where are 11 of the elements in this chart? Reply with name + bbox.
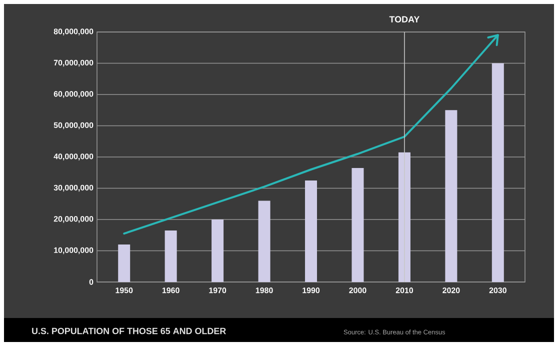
bar (398, 152, 410, 282)
ref-line-label: TODAY (389, 16, 420, 22)
bar (492, 63, 504, 282)
text: U.S. POPULATION OF THOSE 65 AND OLDER (32, 328, 226, 334)
bar (164, 230, 177, 282)
bar (118, 244, 130, 282)
bar (305, 180, 318, 282)
bar (258, 200, 270, 282)
bar (445, 110, 458, 282)
bar (352, 168, 364, 282)
bar (212, 220, 224, 282)
